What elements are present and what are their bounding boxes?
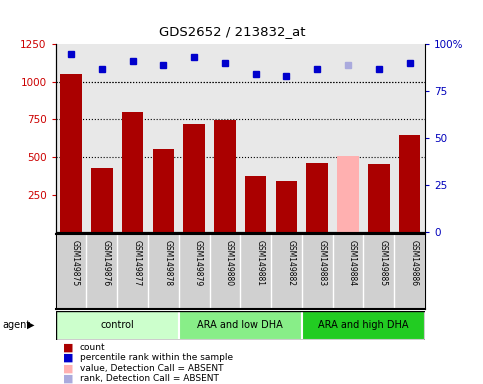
Bar	[337, 156, 359, 232]
Text: ARA and high DHA: ARA and high DHA	[318, 320, 409, 331]
Text: ARA and low DHA: ARA and low DHA	[198, 320, 283, 331]
Text: agent: agent	[2, 320, 30, 330]
Text: count: count	[80, 343, 105, 352]
Text: percentile rank within the sample: percentile rank within the sample	[80, 353, 233, 362]
Bar	[276, 181, 297, 232]
Text: GDS2652 / 213832_at: GDS2652 / 213832_at	[158, 25, 305, 38]
Text: GSM149884: GSM149884	[348, 240, 357, 286]
Bar	[91, 167, 113, 232]
Text: GSM149880: GSM149880	[225, 240, 234, 286]
Bar	[60, 73, 82, 232]
Text: GSM149879: GSM149879	[194, 240, 203, 286]
Text: GSM149885: GSM149885	[379, 240, 388, 286]
Text: GSM149875: GSM149875	[71, 240, 80, 286]
Text: GSM149882: GSM149882	[286, 240, 296, 286]
Text: ▶: ▶	[27, 320, 34, 330]
Text: GSM149881: GSM149881	[256, 240, 265, 286]
Bar	[214, 120, 236, 232]
Text: rank, Detection Call = ABSENT: rank, Detection Call = ABSENT	[80, 374, 219, 383]
Text: GSM149877: GSM149877	[132, 240, 142, 286]
Text: GSM149883: GSM149883	[317, 240, 327, 286]
Bar	[153, 149, 174, 232]
Bar	[184, 124, 205, 232]
Text: ■: ■	[63, 363, 73, 373]
Text: ■: ■	[63, 374, 73, 384]
Bar	[368, 164, 390, 232]
Bar	[399, 135, 420, 232]
Bar	[179, 311, 302, 340]
Bar	[307, 163, 328, 232]
Text: GSM149876: GSM149876	[102, 240, 111, 286]
Bar	[245, 176, 267, 232]
Text: value, Detection Call = ABSENT: value, Detection Call = ABSENT	[80, 364, 223, 373]
Bar	[122, 112, 143, 232]
Text: control: control	[100, 320, 134, 331]
Text: GSM149886: GSM149886	[410, 240, 419, 286]
Bar	[302, 311, 425, 340]
Text: ■: ■	[63, 353, 73, 363]
Text: ■: ■	[63, 343, 73, 353]
Bar	[56, 311, 179, 340]
Text: GSM149878: GSM149878	[163, 240, 172, 286]
